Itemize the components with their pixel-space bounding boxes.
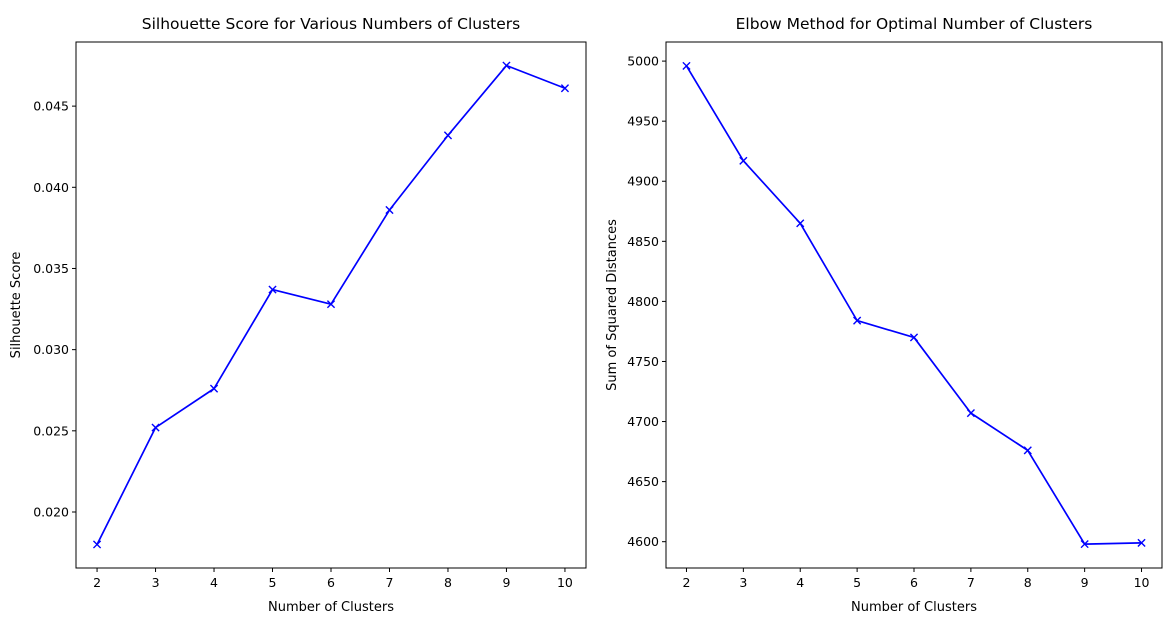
axes-frame <box>665 41 1163 569</box>
x-tick-label: 2 <box>93 575 101 590</box>
data-point-marker <box>268 285 277 294</box>
data-point-marker <box>739 156 748 165</box>
y-tick-label: 4750 <box>627 354 659 369</box>
x-tick-label: 4 <box>210 575 218 590</box>
x-tick-label: 8 <box>444 575 452 590</box>
x-tick-label: 9 <box>1081 575 1089 590</box>
y-tick-label: 0.025 <box>33 423 69 438</box>
y-tick-label: 4950 <box>627 114 659 129</box>
series-line <box>685 65 1142 545</box>
data-point-marker <box>151 423 160 432</box>
data-point-marker <box>385 205 394 215</box>
data-point-marker <box>853 316 862 325</box>
y-tick-label: 4800 <box>627 294 659 309</box>
x-tick-label: 7 <box>967 575 975 590</box>
x-tick-label: 5 <box>269 575 277 590</box>
y-tick-label: 4650 <box>627 474 659 489</box>
elbow-method-plot: Elbow Method for Optimal Number of Clust… <box>605 15 1163 615</box>
y-tick-label: 5000 <box>627 54 659 69</box>
silhouette-score-plot: Silhouette Score for Various Numbers of … <box>9 15 587 615</box>
data-point-marker <box>796 219 805 228</box>
y-tick-label: 4900 <box>627 174 659 189</box>
y-tick-label: 4850 <box>627 234 659 249</box>
data-point-marker <box>209 384 219 393</box>
y-tick-label: 0.035 <box>33 261 69 276</box>
y-tick-label: 0.040 <box>33 180 69 195</box>
x-tick-label: 5 <box>853 575 861 590</box>
x-tick-label: 10 <box>1134 575 1150 590</box>
data-point-marker <box>909 333 919 342</box>
y-tick-label: 0.020 <box>33 504 69 519</box>
data-point-marker <box>1080 539 1089 549</box>
x-axis-label: Number of Clusters <box>851 600 977 615</box>
data-point-marker <box>966 409 975 418</box>
data-point-marker <box>502 61 511 70</box>
x-tick-label: 10 <box>557 575 573 590</box>
data-point-marker <box>560 84 570 93</box>
chart-title: Silhouette Score for Various Numbers of … <box>142 15 520 33</box>
x-axis-label: Number of Clusters <box>268 600 394 615</box>
y-axis-label: Silhouette Score <box>9 252 24 359</box>
x-tick-label: 9 <box>502 575 510 590</box>
y-tick-label: 4600 <box>627 534 659 549</box>
chart-title: Elbow Method for Optimal Number of Clust… <box>736 15 1093 33</box>
x-tick-label: 2 <box>683 575 691 590</box>
x-tick-label: 4 <box>796 575 804 590</box>
data-point-marker <box>443 131 453 140</box>
y-tick-label: 0.030 <box>33 342 69 357</box>
y-tick-label: 0.045 <box>33 99 69 114</box>
data-point-marker <box>92 540 102 549</box>
x-tick-label: 6 <box>910 575 918 590</box>
data-point-marker <box>1137 538 1146 547</box>
x-tick-label: 3 <box>739 575 747 590</box>
x-tick-label: 3 <box>152 575 160 590</box>
x-tick-label: 6 <box>327 575 335 590</box>
x-tick-label: 8 <box>1024 575 1032 590</box>
y-axis-label: Sum of Squared Distances <box>605 219 620 391</box>
x-tick-label: 7 <box>386 575 394 590</box>
y-tick-label: 4700 <box>627 414 659 429</box>
data-point-marker <box>1023 446 1032 455</box>
data-point-marker <box>682 61 691 71</box>
data-point-marker <box>326 300 336 309</box>
